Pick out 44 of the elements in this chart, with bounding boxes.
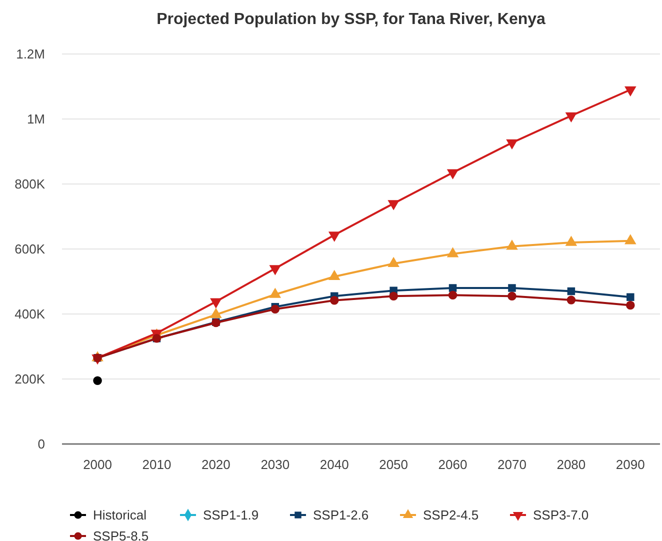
point [210, 298, 222, 308]
point [624, 86, 636, 97]
point [626, 300, 635, 310]
x-tick-label: 2070 [498, 457, 526, 472]
y-tick-label: 1M [26, 112, 45, 127]
y-tick-label: 400K [14, 306, 46, 322]
x-tick-label: 2080 [556, 457, 586, 472]
x-tick-label: 2010 [142, 457, 172, 472]
x-tick-label: 2020 [201, 457, 230, 472]
point [448, 284, 457, 292]
x-tick-label: 2060 [438, 457, 468, 472]
x-tick-label: 2050 [379, 457, 408, 472]
x-tick-label: 2090 [616, 457, 645, 472]
legend-label: SSP1-1.9 [203, 508, 259, 523]
point [626, 293, 634, 301]
point [448, 290, 458, 300]
legend-label: SSP3-7.0 [533, 508, 589, 523]
x-tick-label: 2030 [260, 457, 290, 472]
point [566, 296, 576, 304]
point [506, 139, 518, 150]
legend-label: SSP2-4.5 [423, 508, 479, 523]
point [270, 304, 280, 314]
point [508, 284, 516, 292]
point [330, 296, 339, 305]
legend-label: Historical [93, 508, 147, 523]
point [508, 292, 516, 300]
y-tick-label: 1.2M [16, 46, 45, 62]
point [446, 169, 459, 180]
y-tick-label: 600K [14, 242, 46, 257]
point [565, 112, 578, 123]
x-tick-label: 2040 [320, 457, 349, 472]
point [388, 200, 400, 210]
point [93, 376, 102, 385]
point [567, 287, 576, 296]
legend-label: SSP1-2.6 [313, 508, 369, 523]
chart-title: Projected Population by SSP, for Tana River, Kenya [156, 11, 546, 28]
point [389, 292, 398, 300]
y-tick-label: 800K [14, 176, 46, 192]
x-tick-label: 2000 [83, 457, 112, 472]
point [328, 232, 340, 242]
point [269, 265, 282, 276]
legend-label: SSP5-8.5 [93, 528, 149, 541]
y-tick-label: 0 [38, 436, 45, 452]
y-tick-label: 200K [14, 372, 46, 387]
